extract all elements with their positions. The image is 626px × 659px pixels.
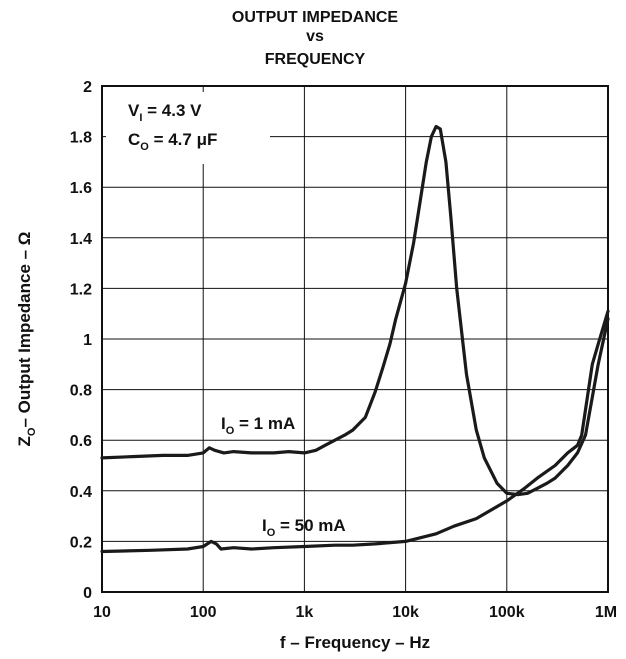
series-lines (100, 124, 610, 554)
series-line-2 (100, 309, 610, 554)
y-tick-label: 0.4 (70, 484, 92, 501)
y-axis-label: ZO– Output Impedance – Ω (15, 232, 38, 447)
gridlines (102, 86, 608, 592)
x-tick-label: 100k (489, 604, 525, 621)
y-tick-label: 0.8 (70, 383, 92, 400)
x-tick-label: 1M (595, 604, 617, 621)
chart-title: OUTPUT IMPEDANCE vs FREQUENCY (232, 9, 399, 68)
y-tick-label: 2 (83, 79, 92, 96)
x-axis-label: f – Frequency – Hz (280, 633, 430, 652)
conditions-box (106, 92, 270, 164)
x-tick-labels: 10 100 1k 10k 100k 1M (93, 604, 617, 621)
x-tick-label: 10 (93, 604, 111, 621)
condition-label: VI = 4.3 V (128, 101, 202, 124)
title-line-1: OUTPUT IMPEDANCE (232, 9, 399, 26)
y-tick-label: 0.6 (70, 433, 92, 450)
y-tick-label: 0.2 (70, 534, 92, 551)
series-label-2: IO = 50 mA (262, 516, 346, 539)
x-tick-label: 100 (190, 604, 217, 621)
y-tick-label: 0 (83, 585, 92, 602)
series-line-1 (100, 124, 610, 497)
annotations: VI = 4.3 V CO = 4.7 μF IO = 1 mA IO = 50 mA (106, 92, 346, 539)
x-tick-label: 10k (392, 604, 419, 621)
y-tick-labels: 0 0.2 0.4 0.6 0.8 1 1.2 1.4 1.6 1.8 2 (70, 79, 92, 602)
y-tick-label: 1.2 (70, 281, 92, 298)
title-line-2: vs (306, 28, 324, 45)
y-tick-label: 1 (83, 332, 92, 349)
condition-label: CO = 4.7 μF (128, 130, 217, 153)
x-tick-label: 1k (296, 604, 314, 621)
y-tick-label: 1.8 (70, 130, 92, 147)
title-line-3: FREQUENCY (265, 51, 366, 68)
y-axis-label-text: ZO– Output Impedance – Ω (15, 232, 38, 447)
y-tick-label: 1.6 (70, 180, 92, 197)
y-tick-label: 1.4 (70, 231, 92, 248)
series-label-1: IO = 1 mA (221, 414, 295, 437)
plot-frame (101, 85, 609, 593)
